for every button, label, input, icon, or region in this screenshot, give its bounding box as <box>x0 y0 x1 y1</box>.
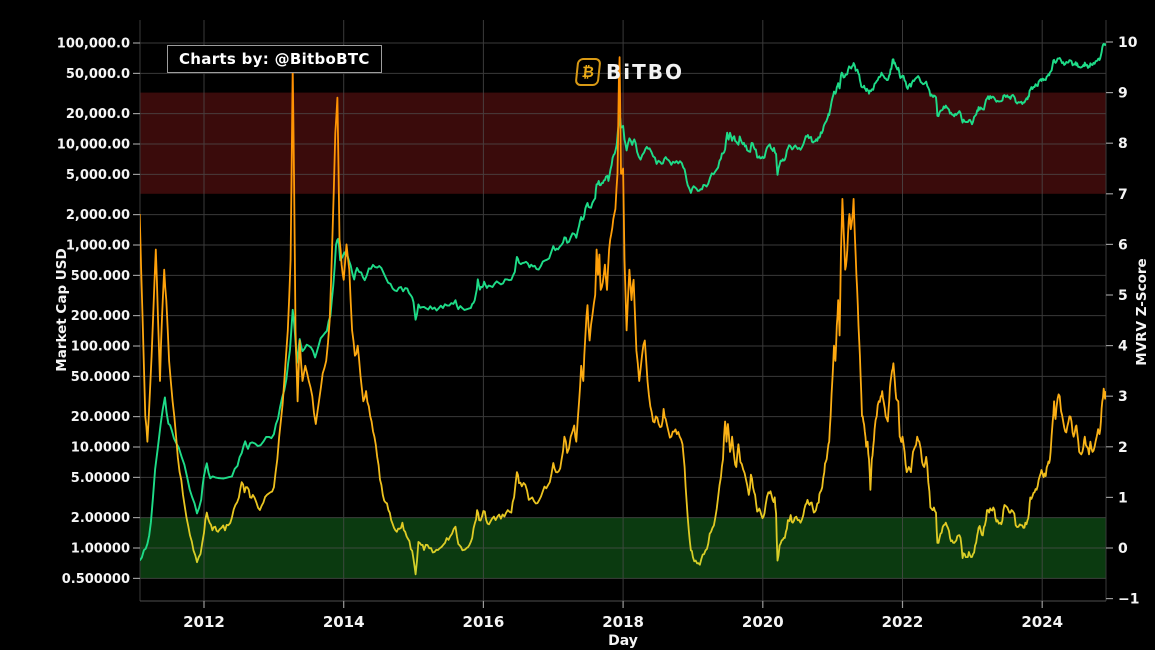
left-axis-tick-label: 20,000.0 <box>66 107 130 122</box>
left-axis-tick-label: 1.00000 <box>71 542 130 557</box>
left-axis-tick-label: 10,000.00 <box>57 138 130 153</box>
bitbo-wordmark: BiTBO <box>606 60 684 84</box>
right-axis-tick-label: 2 <box>1118 440 1128 456</box>
left-axis-tick-label: 200.000 <box>71 309 130 324</box>
tick-marks <box>133 41 1113 608</box>
market-cap-line <box>140 42 1106 562</box>
bitbo-logo: ₿ BiTBO <box>574 58 684 86</box>
right-axis-tick-label: 8 <box>1118 136 1128 152</box>
right-axis-tick-label: 7 <box>1118 187 1128 203</box>
charts-by-badge: Charts by: @BitboBTC <box>167 45 382 73</box>
right-axis-tick-label: 3 <box>1118 389 1128 405</box>
x-axis-tick-label: 2014 <box>323 613 365 631</box>
x-axis-tick-label: 2024 <box>1021 613 1063 631</box>
gridlines <box>140 20 1106 601</box>
left-axis-tick-label: 100,000.0 <box>57 37 130 52</box>
mvrv-zscore-line <box>140 56 1106 576</box>
left-axis-tick-label: 2,000.00 <box>66 208 130 223</box>
left-axis-tick-label: 20.0000 <box>71 410 130 425</box>
left-axis-tick-label: 500.000 <box>71 269 130 284</box>
left-axis-tick-label: 5,000.00 <box>66 168 130 183</box>
x-axis-title: Day <box>608 633 638 649</box>
x-axis-tick-label: 2012 <box>183 613 225 631</box>
right-axis-tick-label: 6 <box>1118 237 1128 253</box>
left-axis-tick-label: 10.0000 <box>71 441 130 456</box>
left-axis-tick-label: 50.0000 <box>71 370 130 385</box>
left-axis-tick-label: 1,000.00 <box>66 239 130 254</box>
right-axis-tick-label: 4 <box>1118 339 1128 355</box>
x-axis-tick-label: 2018 <box>602 613 644 631</box>
right-axis-tick-label: 1 <box>1118 490 1128 506</box>
left-axis-tick-label: 2.00000 <box>71 511 130 526</box>
right-axis-title: MVRV Z-Score <box>1134 258 1150 365</box>
left-axis-tick-label: 100.000 <box>71 340 130 355</box>
right-axis-tick-label: 10 <box>1118 35 1138 51</box>
left-axis-title: Market Cap USD <box>54 248 70 371</box>
x-axis-tick-label: 2022 <box>882 613 924 631</box>
right-axis-tick-label: 9 <box>1118 86 1128 102</box>
x-axis-tick-label: 2020 <box>742 613 784 631</box>
left-axis-tick-label: 5.00000 <box>71 471 130 486</box>
right-axis-tick-label: 5 <box>1118 288 1128 304</box>
right-axis-tick-label: −1 <box>1118 592 1139 608</box>
x-axis-tick-label: 2016 <box>463 613 505 631</box>
left-axis-tick-label: 50,000.0 <box>66 67 130 82</box>
bitcoin-icon: ₿ <box>574 58 602 86</box>
charts-by-text: Charts by: @BitboBTC <box>179 50 370 68</box>
left-axis-tick-label: 0.500000 <box>62 572 130 587</box>
right-axis-tick-label: 0 <box>1118 541 1128 557</box>
axis-tick-labels: 100,000.0 50,000.0 20,000.0 10,000.00 5,000.… <box>57 35 1140 631</box>
